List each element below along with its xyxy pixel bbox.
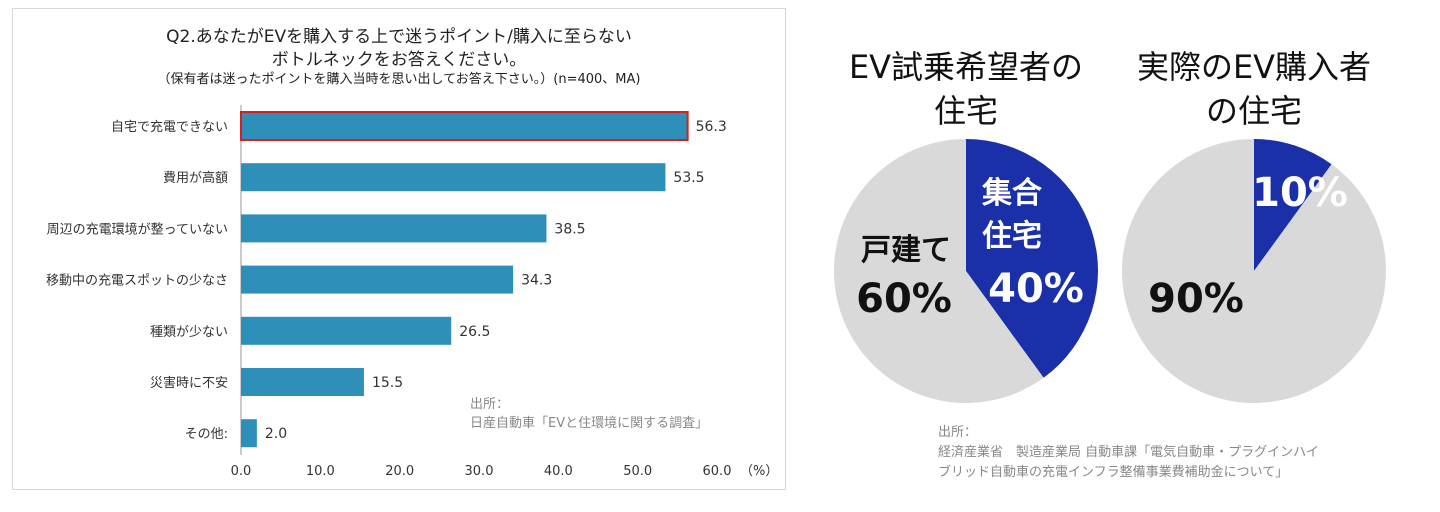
bar	[241, 163, 666, 192]
category-label: 周辺の充電環境が整っていない	[47, 221, 228, 237]
pie2-slice	[1122, 139, 1386, 404]
pie1-slice-value: 40%	[988, 266, 1084, 312]
bar	[241, 214, 547, 243]
bar	[241, 419, 257, 448]
bar-chart-frame	[12, 8, 786, 490]
pie2-title-line2: の住宅	[1205, 92, 1302, 130]
data-label: 15.5	[372, 375, 403, 391]
category-label: 費用が高額	[163, 170, 228, 186]
bar-chart: 自宅で充電できない 56.3 費用が高額 53.5 周辺の充電環境が整っていない 38.5…	[46, 105, 778, 479]
bar-source-label: 出所：	[470, 397, 510, 412]
category-label: 自宅で充電できない	[111, 119, 228, 135]
pie2-slice-value: 10%	[1252, 170, 1348, 216]
x-tick-label: 20.0	[385, 464, 414, 479]
bar	[241, 316, 452, 345]
pie1-slice-label-apartment: 集合住宅	[982, 176, 1042, 254]
category-label: その他:	[185, 427, 228, 442]
bar	[241, 368, 364, 396]
bar-source: 日産自動車「EVと住環境に関する調査」	[470, 416, 709, 431]
x-tick-label: 40.0	[544, 464, 573, 479]
x-unit-label: （%）	[740, 464, 778, 479]
category-label: 災害時に不安	[150, 375, 228, 391]
pie2-title-line1: 実際のEV購入者	[1136, 48, 1372, 86]
pie-source-line1: 経済産業省 製造産業局 自動車課「電気自動車・プラグインハイ	[938, 445, 1319, 460]
x-tick-label: 30.0	[465, 464, 494, 479]
data-label: 2.0	[265, 426, 287, 442]
category-label: 種類が少ない	[150, 324, 228, 340]
pie2-slice-value: 90%	[1148, 276, 1244, 322]
data-label: 26.5	[459, 324, 490, 340]
pie1-slice	[834, 139, 1044, 403]
data-label: 53.5	[673, 170, 704, 186]
bar	[241, 265, 514, 294]
pie1-slice-label: 戸建て	[861, 233, 951, 268]
data-label: 56.3	[696, 119, 727, 135]
pie2-slice	[1254, 139, 1332, 271]
bar-chart-title: Q2.あなたがEVを購入する上で迷うポイント/購入に至らない	[166, 27, 632, 47]
x-tick-label: 10.0	[306, 464, 335, 479]
bar-chart-title-line2: ボトルネックをお答えください。	[271, 50, 527, 70]
x-tick-label: 50.0	[623, 464, 652, 479]
pie-source-line2: ブリッド自動車の充電インフラ整備事業費補助金について」	[938, 465, 1289, 480]
category-label: 移動中の充電スポットの少なさ	[46, 273, 228, 289]
bar	[240, 111, 689, 141]
pie1-slice	[966, 139, 1098, 378]
data-label: 34.3	[521, 273, 552, 289]
pie1-title-line2: 住宅	[933, 92, 998, 130]
x-tick-label: 0.0	[231, 464, 252, 479]
data-label: 38.5	[554, 221, 585, 237]
pie1-slice-value: 60%	[856, 276, 952, 322]
pie-source-label: 出所：	[938, 425, 978, 440]
bar-chart-subtitle: （保有者は迷ったポイントを購入当時を思い出してお答え下さい。）(n=400、MA…	[157, 72, 641, 87]
x-tick-label: 60.0	[703, 464, 732, 479]
pie1-title-line1: EV試乗希望者の	[848, 48, 1084, 86]
